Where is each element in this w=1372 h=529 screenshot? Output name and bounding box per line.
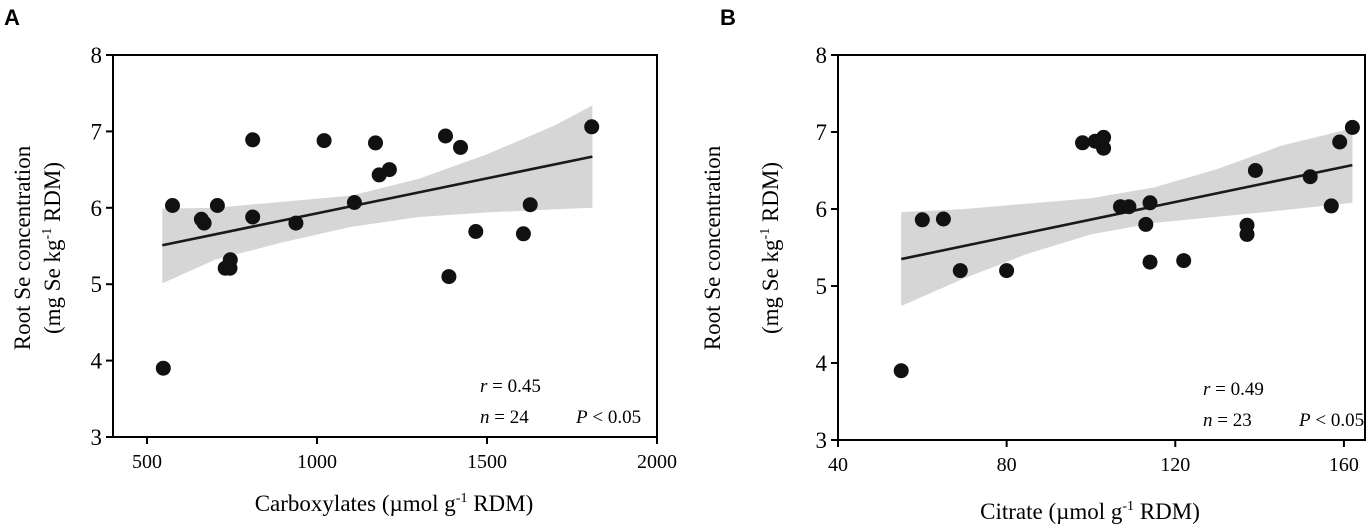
data-point-b-5 [1075, 135, 1090, 151]
regression-line-a [162, 155, 593, 247]
y-tick-label-b-3: 3 [816, 428, 828, 453]
y-axis-label-b-line1: Root Se concentration [700, 145, 725, 350]
y-tick-label-a-4: 4 [91, 349, 103, 374]
stat-r-a: r = 0.45 [480, 376, 541, 397]
data-point-b-10 [1121, 199, 1137, 215]
stat-p-b: P < 0.05 [1298, 410, 1364, 431]
data-point-b-3 [952, 263, 968, 279]
x-tick-label-b-120: 120 [1160, 454, 1190, 476]
y-tick-label-b-5: 5 [816, 274, 828, 299]
stat-p-a: P < 0.05 [575, 407, 641, 428]
data-point-b-20 [1332, 134, 1348, 150]
x-tick-label-a-1500: 1500 [467, 451, 507, 473]
confidence-band-b [901, 128, 1353, 306]
y-tick-label-a-5: 5 [91, 272, 103, 297]
stat-n-b: n = 23 [1203, 410, 1252, 431]
x-tick-label-a-1000: 1000 [297, 451, 337, 473]
y-axis-label-a-line2: (mg Se kg-1 RDM) [40, 162, 65, 334]
data-point-b-1 [914, 212, 930, 228]
x-tick-label-b-160: 160 [1329, 454, 1359, 476]
x-tick-label-b-80: 80 [997, 454, 1017, 476]
plot-frame-b [837, 54, 1366, 441]
data-point-b-16 [1239, 226, 1255, 242]
data-point-a-0 [155, 360, 171, 376]
panel-b: B 40 80 120 160 3 4 5 6 7 8 Citrate (µmol g-1 RD… [700, 5, 1366, 524]
stat-r-b: r = 0.49 [1203, 379, 1264, 400]
data-point-a-21 [522, 197, 538, 213]
y-tick-label-a-3: 3 [91, 425, 103, 450]
data-point-a-17 [441, 269, 457, 285]
confidence-band-a [162, 105, 593, 284]
data-point-b-21 [1344, 119, 1360, 135]
panel-label-a: A [4, 5, 20, 30]
data-point-a-19 [468, 224, 484, 239]
stat-n-a: n = 24 [480, 407, 529, 428]
x-axis-label-b: Citrate (µmol g-1 RDM) [980, 499, 1200, 524]
y-tick-label-b-7: 7 [816, 120, 828, 145]
data-point-a-8 [245, 132, 261, 148]
x-tick-label-a-500: 500 [132, 451, 162, 473]
data-point-a-7 [222, 260, 238, 276]
y-tick-label-a-8: 8 [91, 43, 103, 68]
data-point-a-15 [381, 162, 397, 178]
data-point-a-20 [515, 226, 531, 242]
data-point-a-12 [346, 195, 362, 210]
data-point-b-19 [1323, 198, 1339, 214]
x-tick-label-b-40: 40 [828, 454, 848, 476]
data-point-b-12 [1142, 195, 1158, 211]
data-point-b-14 [1176, 253, 1192, 269]
panel-a: A 500 1000 1500 2000 3 4 5 6 7 8 Carboxylates (µ… [4, 5, 677, 516]
data-point-b-7 [1096, 129, 1112, 145]
data-point-a-3 [196, 215, 212, 231]
data-point-b-18 [1302, 169, 1318, 185]
y-tick-label-a-6: 6 [91, 196, 103, 221]
data-point-b-0 [893, 363, 909, 379]
data-point-b-11 [1138, 216, 1154, 232]
plot-frame-a [112, 54, 658, 438]
x-tick-label-a-2000: 2000 [637, 451, 677, 473]
data-point-a-9 [245, 209, 261, 225]
y-tick-label-a-7: 7 [91, 119, 103, 144]
data-point-a-1 [165, 198, 180, 213]
data-point-a-11 [316, 133, 332, 149]
data-point-a-16 [438, 128, 453, 144]
y-tick-label-b-8: 8 [816, 43, 828, 68]
data-point-a-13 [368, 135, 383, 151]
x-axis-label-a: Carboxylates (µmol g-1 RDM) [255, 491, 534, 516]
data-point-b-13 [1142, 254, 1158, 270]
data-point-b-8 [1096, 140, 1112, 156]
y-tick-label-b-4: 4 [816, 351, 828, 376]
data-point-a-4 [209, 198, 225, 213]
y-tick-label-b-6: 6 [816, 197, 828, 222]
data-point-b-2 [935, 211, 951, 227]
data-point-b-4 [999, 263, 1015, 279]
y-axis-label-b-line2: (mg Se kg-1 RDM) [758, 162, 783, 334]
panel-label-b: B [720, 5, 736, 30]
data-point-a-22 [584, 119, 600, 135]
y-axis-label-a-line1: Root Se concentration [10, 145, 35, 350]
data-point-a-10 [288, 215, 304, 231]
data-point-a-18 [453, 139, 468, 155]
data-point-b-17 [1247, 163, 1263, 178]
